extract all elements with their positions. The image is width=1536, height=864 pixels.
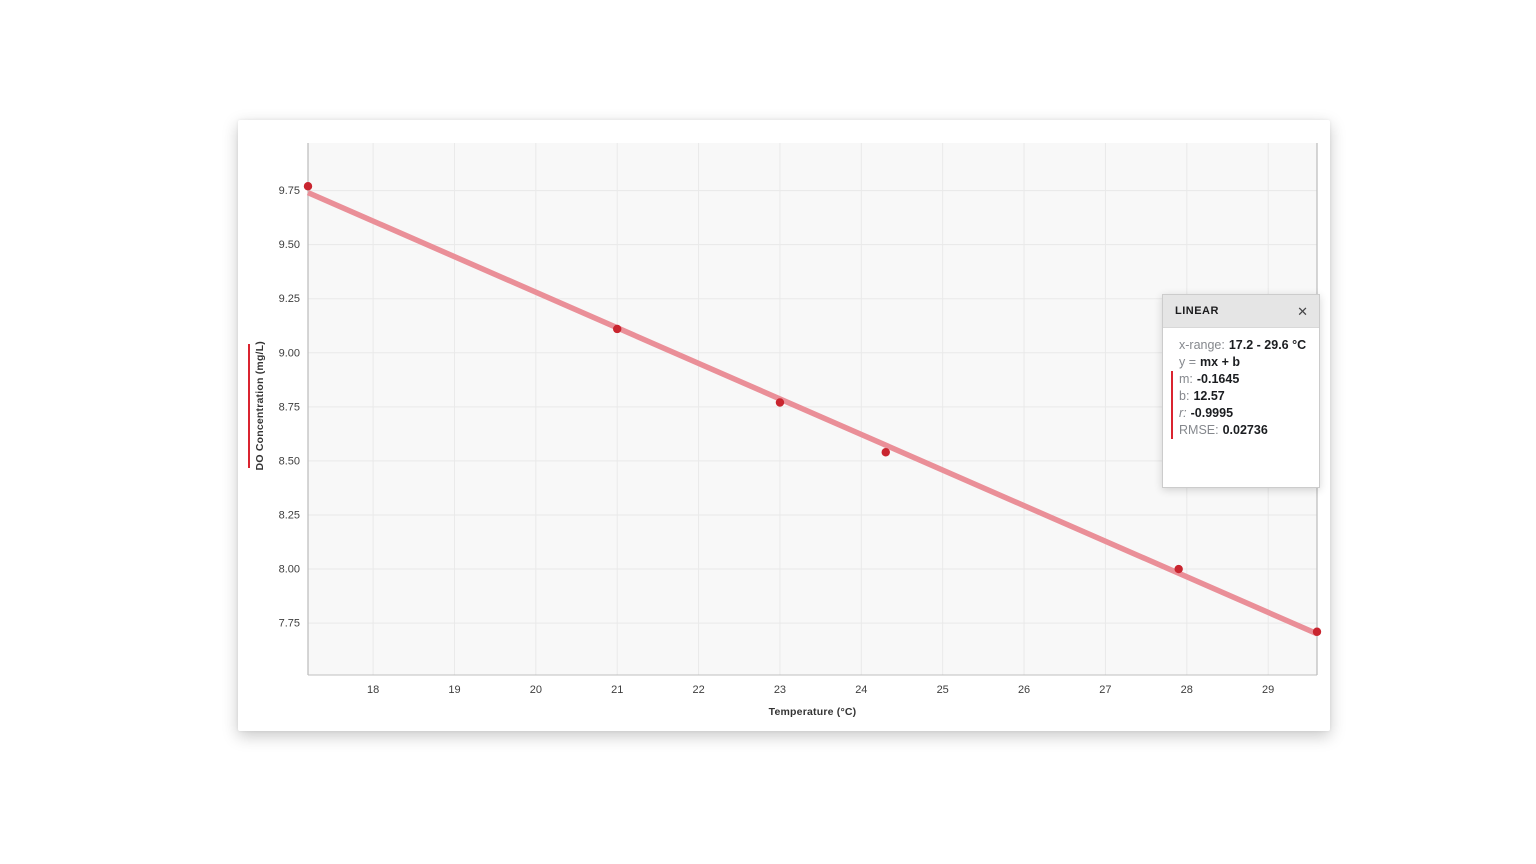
fit-row-xrange: x-range: 17.2 - 29.6 °C bbox=[1179, 337, 1311, 354]
data-point[interactable] bbox=[303, 182, 313, 191]
linear-fit-panel: LINEAR ✕ x-range: 17.2 - 29.6 °C y = mx + … bbox=[1162, 294, 1320, 488]
x-tick-label: 21 bbox=[611, 684, 623, 696]
fit-value: 17.2 - 29.6 °C bbox=[1228, 338, 1307, 352]
y-tick-label: 9.75 bbox=[279, 185, 300, 197]
y-tick-label: 9.00 bbox=[279, 347, 300, 359]
data-point[interactable] bbox=[613, 324, 622, 334]
x-tick-label: 22 bbox=[692, 684, 704, 696]
plot-area[interactable]: 9.75 9.50 9.25 9.00 8.75 8.50 8.25 8.00 7.75 18 19… bbox=[238, 120, 1330, 731]
x-tick-label: 19 bbox=[448, 684, 460, 696]
x-tick-label: 20 bbox=[530, 684, 542, 696]
fit-panel-body: x-range: 17.2 - 29.6 °C y = mx + b m: -0.16… bbox=[1163, 328, 1319, 439]
x-axis-title: Temperature (°C) bbox=[768, 706, 857, 718]
fit-row-rmse: RMSE: 0.02736 bbox=[1179, 422, 1311, 439]
data-point[interactable] bbox=[1174, 564, 1183, 574]
close-icon[interactable]: ✕ bbox=[1297, 303, 1308, 319]
x-tick-label: 23 bbox=[774, 684, 786, 696]
x-tick-label: 24 bbox=[855, 684, 867, 696]
series-color-indicator bbox=[248, 344, 250, 468]
data-point[interactable] bbox=[1312, 627, 1322, 636]
y-tick-label: 7.75 bbox=[279, 618, 300, 630]
x-tick-label: 18 bbox=[367, 684, 379, 696]
fit-label: y = bbox=[1179, 355, 1197, 369]
y-tick-label: 8.00 bbox=[279, 564, 300, 576]
fit-value: 0.02736 bbox=[1222, 423, 1268, 437]
fit-accent-line bbox=[1171, 371, 1173, 439]
y-tick-label: 9.50 bbox=[279, 239, 300, 251]
fit-label: RMSE: bbox=[1179, 423, 1219, 437]
x-tick-label: 27 bbox=[1099, 684, 1111, 696]
fit-value: 12.57 bbox=[1193, 389, 1225, 403]
y-tick-label: 9.25 bbox=[279, 293, 300, 305]
chart-card: 9.75 9.50 9.25 9.00 8.75 8.50 8.25 8.00 7.75 18 19… bbox=[238, 120, 1330, 731]
x-tick-label: 25 bbox=[937, 684, 949, 696]
fit-value: mx + b bbox=[1200, 355, 1240, 369]
fit-row-r: r: -0.9995 bbox=[1179, 405, 1311, 422]
y-tick-label: 8.25 bbox=[279, 509, 300, 521]
fit-label: b: bbox=[1179, 389, 1190, 403]
data-point[interactable] bbox=[881, 448, 890, 457]
x-tick-label: 26 bbox=[1018, 684, 1030, 696]
y-tick-label: 8.50 bbox=[279, 455, 300, 467]
fit-label: r: bbox=[1179, 406, 1187, 420]
fit-label: x-range: bbox=[1179, 338, 1225, 352]
fit-value: -0.1645 bbox=[1196, 372, 1240, 386]
data-point[interactable] bbox=[775, 398, 785, 407]
fit-label: m: bbox=[1179, 372, 1193, 386]
y-axis-title-group: DO Concentration (mg/L) bbox=[248, 341, 266, 471]
fit-value: -0.9995 bbox=[1190, 406, 1234, 420]
fit-panel-header: LINEAR ✕ bbox=[1163, 295, 1319, 328]
fit-panel-title: LINEAR bbox=[1175, 305, 1219, 317]
fit-row-equation: y = mx + b bbox=[1179, 354, 1311, 371]
plot-background bbox=[308, 143, 1317, 675]
x-tick-label: 28 bbox=[1181, 684, 1193, 696]
fit-row-b: b: 12.57 bbox=[1179, 388, 1311, 405]
y-axis-title: DO Concentration (mg/L) bbox=[254, 341, 266, 471]
x-tick-label: 29 bbox=[1262, 684, 1274, 696]
linear-fit-line[interactable] bbox=[306, 190, 1319, 637]
fit-row-m: m: -0.1645 bbox=[1179, 371, 1311, 388]
y-tick-label: 8.75 bbox=[279, 401, 300, 413]
